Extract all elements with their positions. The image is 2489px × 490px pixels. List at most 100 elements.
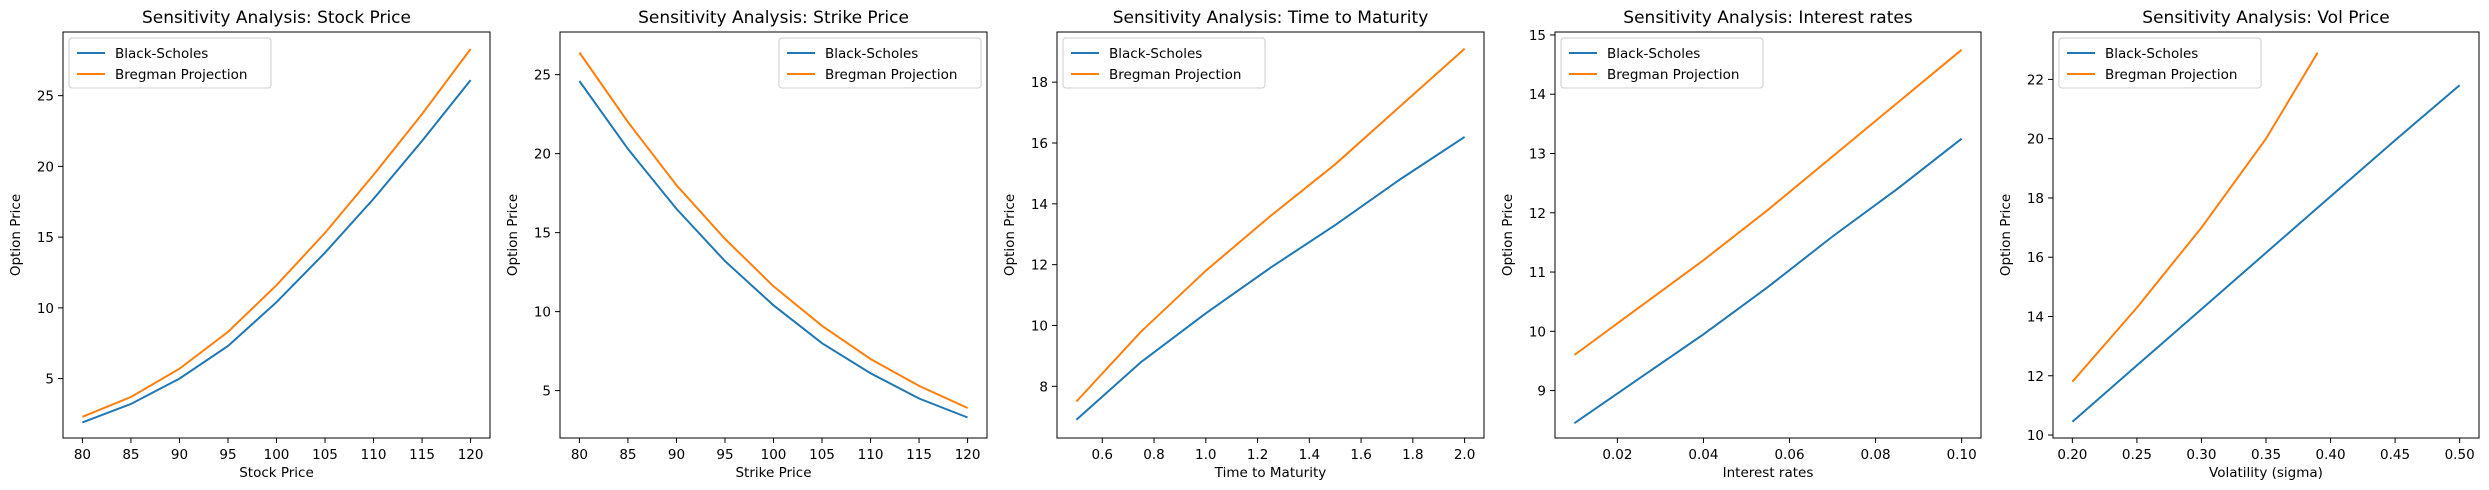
x-tick-label: 1.4 [1299,447,1320,463]
x-axis-title: Time to Maturity [1214,465,1327,481]
chart-panel-1: Sensitivity Analysis: Stock Price 80 85 90 9… [8,8,491,481]
legend: Black-Scholes Bregman Projection [2058,37,2262,89]
plot-frame [1554,31,1982,439]
legend: Black-Scholes Bregman Projection [68,37,272,89]
series-line-black-scholes [1075,136,1466,421]
y-tick-label: 11 [1529,265,1546,281]
y-tick-label: 20 [2027,132,2044,148]
series-line-black-scholes [82,79,472,424]
x-tick-label: 105 [312,447,338,463]
x-tick-label: 120 [458,447,484,463]
chart-panel-3: Sensitivity Analysis: Time to Maturity 0.… [1002,8,1485,481]
series-line-black-scholes [1573,137,1963,425]
plot-frame [559,31,988,439]
x-tick-label: 0.40 [2316,447,2346,463]
y-tick-label: 14 [1031,197,1048,213]
y-tick-label: 8 [1039,379,1048,395]
legend-label: Black-Scholes [1109,46,1202,62]
legend: Black-Scholes Bregman Projection [1062,37,1266,89]
y-tick-label: 20 [534,147,551,163]
legend-label: Bregman Projection [2105,67,2237,83]
x-tick-label: 0.8 [1143,447,1164,463]
x-tick-label: 95 [219,447,236,463]
chart-title: Sensitivity Analysis: Interest rates [1623,8,1913,28]
x-tick-label: 0.04 [1688,447,1718,463]
y-tick-label: 10 [37,301,54,317]
plot-frame [2052,31,2480,439]
legend: Black-Scholes Bregman Projection [778,37,982,89]
x-tick-label: 90 [171,447,188,463]
x-tick-label: 115 [906,447,932,463]
x-tick-label: 0.30 [2186,447,2216,463]
series-line-black-scholes [2071,84,2461,423]
y-tick-label: 5 [542,384,551,400]
legend-label: Bregman Projection [115,67,247,83]
chart-panel-5: Sensitivity Analysis: Vol Price 0.20 0.25 0… [1998,8,2480,481]
x-tick-label: 0.02 [1602,447,1632,463]
y-tick-label: 14 [2027,309,2044,325]
y-tick-label: 16 [1031,136,1048,152]
x-tick-label: 0.50 [2445,447,2475,463]
y-axis-title: Option Price [8,194,24,276]
legend-label: Bregman Projection [1607,67,1739,83]
x-tick-label: 0.25 [2122,447,2152,463]
series-line-bregman-projection [1573,49,1963,356]
chart-panel-2: Sensitivity Analysis: Strike Price 80 85 90… [505,8,988,481]
y-axis-title: Option Price [1500,194,1516,276]
legend-box [2058,37,2262,89]
y-tick-label: 12 [1529,206,1546,222]
y-tick-label: 18 [1031,75,1048,91]
series-line-black-scholes [578,80,968,419]
legend-label: Black-Scholes [825,46,918,62]
x-axis-title: Strike Price [735,465,811,481]
x-tick-label: 1.2 [1247,447,1268,463]
y-tick-label: 12 [1031,258,1048,274]
legend-box [68,37,272,89]
legend-label: Bregman Projection [1109,67,1241,83]
y-tick-label: 15 [1529,28,1546,44]
y-tick-label: 16 [2027,250,2044,266]
x-tick-label: 0.08 [1861,447,1891,463]
y-tick-label: 25 [534,68,551,84]
x-tick-label: 0.45 [2380,447,2410,463]
x-axis-title: Stock Price [239,465,314,481]
y-tick-label: 15 [534,226,551,242]
y-tick-label: 12 [2027,369,2044,385]
legend-label: Black-Scholes [2105,46,2198,62]
y-tick-label: 20 [37,159,54,175]
x-tick-label: 85 [122,447,139,463]
x-tick-label: 115 [409,447,435,463]
x-tick-label: 100 [264,447,290,463]
y-tick-label: 10 [2027,428,2044,444]
x-tick-label: 105 [809,447,835,463]
x-tick-label: 0.10 [1947,447,1977,463]
x-tick-label: 95 [716,447,733,463]
x-tick-label: 1.0 [1195,447,1216,463]
x-tick-label: 0.6 [1092,447,1113,463]
y-tick-label: 10 [534,305,551,321]
x-tick-label: 1.8 [1402,447,1423,463]
y-axis-title: Option Price [1002,194,1018,276]
x-tick-label: 110 [361,447,387,463]
y-tick-label: 18 [2027,191,2044,207]
x-tick-label: 0.35 [2251,447,2281,463]
legend-box [1062,37,1266,89]
x-tick-label: 110 [858,447,884,463]
y-tick-label: 25 [37,89,54,105]
x-tick-label: 90 [668,447,685,463]
x-tick-label: 100 [761,447,787,463]
legend-label: Black-Scholes [115,46,208,62]
plot-frame [62,31,491,439]
x-tick-label: 0.06 [1774,447,1804,463]
x-tick-label: 2.0 [1454,447,1475,463]
x-axis-title: Interest rates [1723,465,1814,481]
y-tick-label: 13 [1529,147,1546,163]
x-tick-label: 0.20 [2057,447,2087,463]
x-tick-label: 120 [955,447,981,463]
series-line-bregman-projection [82,48,472,418]
y-tick-label: 14 [1529,87,1546,103]
y-tick-label: 5 [45,372,54,388]
y-axis-title: Option Price [505,194,521,276]
chart-panel-4: Sensitivity Analysis: Interest rates 0.02… [1500,8,1982,481]
